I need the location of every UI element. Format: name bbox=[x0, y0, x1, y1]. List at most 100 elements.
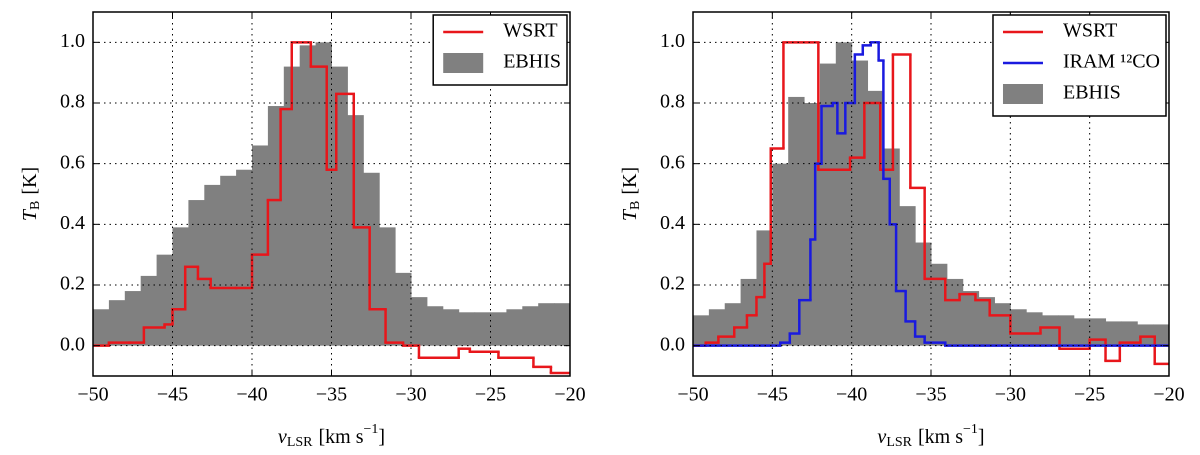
histogram-bar bbox=[172, 227, 189, 346]
histogram-bar bbox=[379, 227, 396, 346]
histogram-bar bbox=[426, 306, 444, 346]
y-tick-label: 0.8 bbox=[660, 91, 685, 113]
x-tick-label: −45 bbox=[157, 384, 188, 406]
label-unit: [K] bbox=[19, 167, 41, 195]
label-close: ] bbox=[378, 426, 385, 448]
histogram-bar bbox=[554, 303, 570, 346]
label-unit: [K] bbox=[619, 167, 641, 195]
y-axis-label: TB [K] bbox=[19, 167, 44, 221]
x-tick-label: −25 bbox=[1074, 384, 1105, 406]
histogram-bar bbox=[978, 297, 995, 346]
plot-frame bbox=[692, 11, 1170, 377]
histogram-bar bbox=[1010, 309, 1027, 346]
legend-box bbox=[432, 14, 568, 86]
x-tick-label: −40 bbox=[236, 384, 267, 406]
histogram-bar bbox=[93, 309, 110, 346]
histogram-bar bbox=[772, 163, 789, 346]
x-tick-label: −30 bbox=[995, 384, 1026, 406]
y-tick-label: 0.8 bbox=[60, 91, 85, 113]
label-subscript: B bbox=[628, 201, 643, 210]
histogram-bar bbox=[411, 297, 428, 346]
histogram-bar bbox=[946, 278, 964, 346]
legend: WSRT EBHIS bbox=[432, 14, 568, 86]
label-unit: [km s bbox=[918, 426, 963, 448]
label-subscript: LSR bbox=[886, 435, 912, 450]
histogram-bar bbox=[283, 66, 301, 346]
histogram-bar bbox=[788, 96, 805, 346]
legend: WSRT IRAM ¹²CO EBHIS bbox=[992, 14, 1167, 117]
x-tick-label: −20 bbox=[554, 384, 585, 406]
label-unit: [km s bbox=[319, 426, 364, 448]
histogram-bar bbox=[1026, 312, 1043, 346]
y-tick-label: 0.6 bbox=[60, 151, 85, 173]
histogram-bar bbox=[458, 312, 476, 346]
histogram-bar bbox=[835, 42, 853, 346]
histogram-bar bbox=[1153, 324, 1169, 346]
y-tick-label: 0.4 bbox=[60, 212, 85, 234]
legend-swatch bbox=[1002, 84, 1043, 104]
label-superscript: −1 bbox=[963, 422, 978, 437]
y-tick-label: 1.0 bbox=[660, 30, 685, 52]
legend-label: EBHIS bbox=[503, 51, 561, 73]
histogram-bar bbox=[883, 148, 900, 346]
legend-swatch bbox=[443, 53, 484, 73]
label-symbol: T bbox=[619, 208, 641, 221]
y-tick-label: 0.2 bbox=[60, 273, 85, 295]
x-tick-label: −35 bbox=[915, 384, 946, 406]
histogram-bar bbox=[474, 312, 491, 346]
y-tick-label: 1.0 bbox=[60, 30, 85, 52]
histogram-bar bbox=[506, 309, 523, 346]
histogram-bar bbox=[363, 172, 380, 346]
label-symbol: v bbox=[877, 426, 886, 448]
histogram-bar bbox=[994, 303, 1011, 346]
y-tick-label: 0.4 bbox=[660, 212, 685, 234]
legend-label: EBHIS bbox=[1063, 82, 1121, 104]
histogram-bar bbox=[220, 175, 237, 346]
histogram-bar bbox=[819, 63, 837, 346]
legend-label: WSRT bbox=[1063, 20, 1117, 42]
y-tick-label: 0.2 bbox=[660, 273, 685, 295]
label-superscript: −1 bbox=[364, 422, 379, 437]
x-tick-label: −20 bbox=[1153, 384, 1184, 406]
label-subscript: LSR bbox=[287, 435, 313, 450]
plot-area bbox=[693, 41, 1169, 366]
histogram-bar bbox=[522, 306, 539, 346]
y-axis-label: TB [K] bbox=[619, 167, 644, 221]
y-tick-label: 0.6 bbox=[660, 151, 685, 173]
legend-label: IRAM ¹²CO bbox=[1063, 51, 1160, 73]
x-tick-label: −50 bbox=[677, 384, 708, 406]
histogram-bar bbox=[156, 254, 173, 346]
histogram-bar bbox=[299, 45, 317, 346]
histogram-bar bbox=[708, 309, 726, 346]
histogram-bar bbox=[347, 115, 364, 346]
x-tick-label: −50 bbox=[77, 384, 108, 406]
histogram-bar bbox=[236, 169, 253, 346]
histogram-bar bbox=[1089, 318, 1107, 346]
legend-label: WSRT bbox=[503, 20, 557, 42]
histogram-bar bbox=[1105, 321, 1122, 346]
label-symbol: T bbox=[19, 208, 41, 221]
histogram-bar bbox=[252, 145, 269, 346]
histogram-bar bbox=[442, 309, 460, 346]
histogram-bar bbox=[931, 263, 948, 346]
histogram-bar bbox=[188, 200, 205, 346]
histogram-bar bbox=[1042, 315, 1059, 346]
histogram-bar bbox=[315, 42, 332, 346]
histogram-bar bbox=[204, 184, 221, 346]
label-subscript: B bbox=[28, 201, 43, 210]
histogram-bar bbox=[693, 315, 710, 346]
histogram-bar bbox=[331, 66, 348, 346]
histogram-bar bbox=[740, 278, 757, 346]
plot-frame bbox=[92, 11, 571, 377]
y-tick-label: 0.0 bbox=[60, 333, 85, 355]
x-axis-label: vLSR [km s−1] bbox=[877, 422, 984, 450]
x-tick-label: −35 bbox=[316, 384, 347, 406]
x-tick-label: −30 bbox=[395, 384, 426, 406]
label-symbol: v bbox=[278, 426, 287, 448]
x-tick-label: −25 bbox=[475, 384, 506, 406]
histogram-bar bbox=[538, 303, 555, 346]
histogram-bar bbox=[1121, 321, 1138, 346]
x-tick-label: −40 bbox=[836, 384, 867, 406]
y-tick-label: 0.0 bbox=[660, 333, 685, 355]
